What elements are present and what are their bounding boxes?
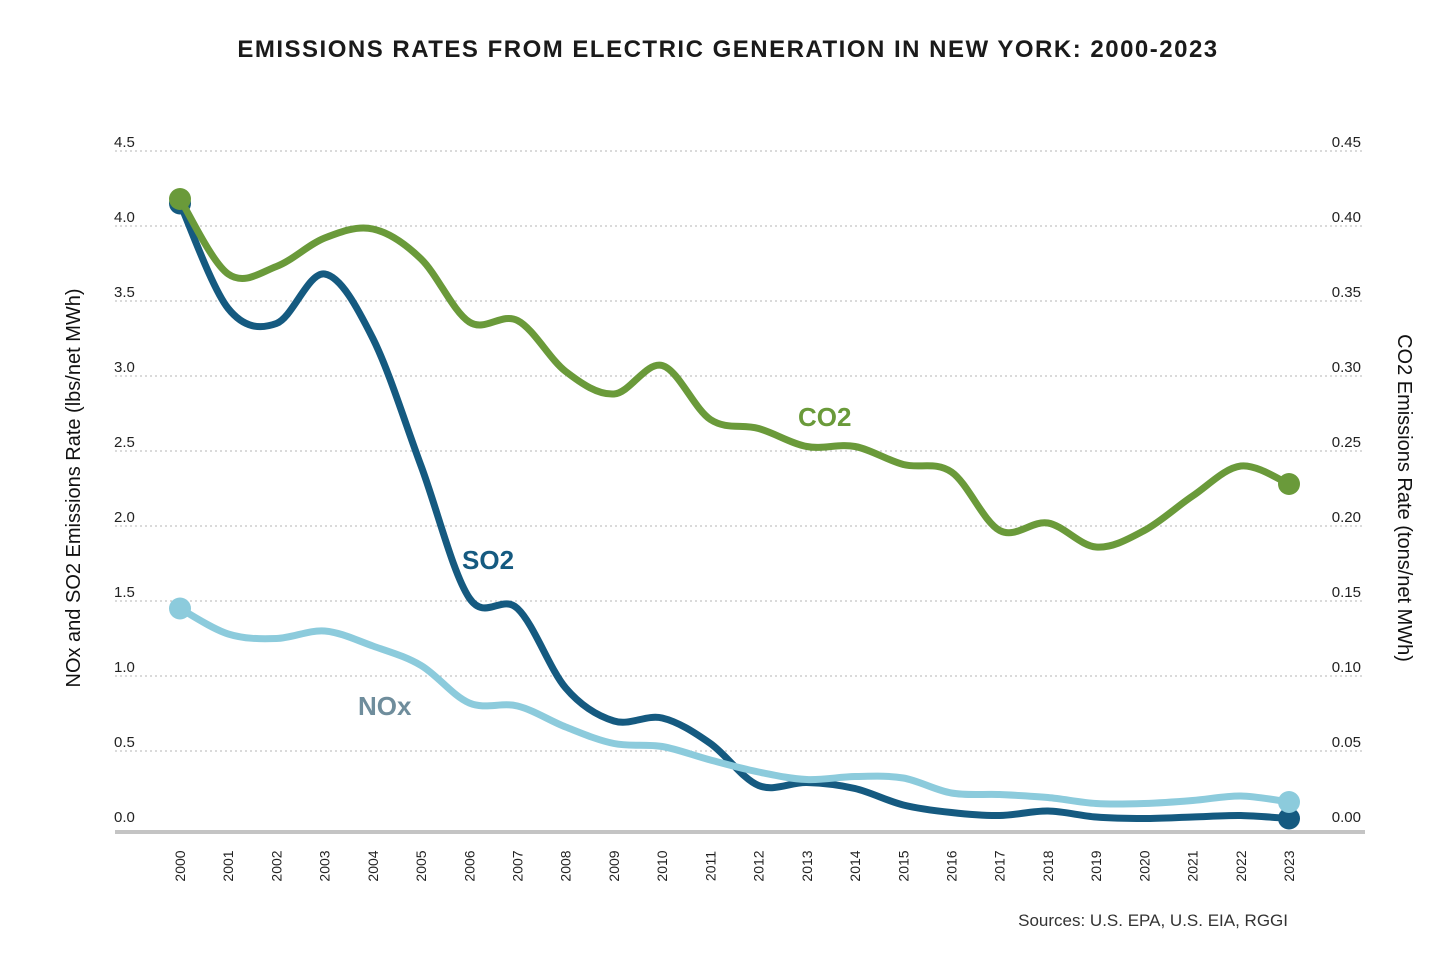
x-tick-label: 2020 xyxy=(1136,850,1152,881)
left-tick-label: 0.5 xyxy=(114,734,135,751)
so2-series-label: SO2 xyxy=(462,545,514,575)
so2-point xyxy=(1278,807,1300,830)
x-tick-label: 2023 xyxy=(1281,850,1297,881)
left-tick-label: 2.0 xyxy=(114,509,135,526)
nox-series-label: NOx xyxy=(358,691,412,721)
x-tick-label: 2011 xyxy=(702,851,718,881)
x-tick-label: 2016 xyxy=(943,850,959,881)
right-tick-label: 0.30 xyxy=(1332,359,1361,376)
series-layer xyxy=(169,188,1300,830)
right-tick-label: 0.25 xyxy=(1332,434,1361,451)
x-tick-label: 2021 xyxy=(1185,850,1201,881)
x-tick-label: 2008 xyxy=(558,850,574,881)
co2-point xyxy=(169,188,191,210)
x-tick-label: 2015 xyxy=(895,850,911,881)
left-tick-label: 1.5 xyxy=(114,584,135,601)
x-tick-label: 2022 xyxy=(1233,850,1249,881)
left-tick-label: 2.5 xyxy=(114,434,135,451)
co2-point xyxy=(1278,473,1300,495)
left-tick-label: 3.5 xyxy=(114,284,135,301)
right-tick-label: 0.20 xyxy=(1332,509,1361,526)
left-tick-label: 0.0 xyxy=(114,809,135,826)
left-tick-label: 1.0 xyxy=(114,659,135,676)
x-tick-label: 2019 xyxy=(1088,850,1104,881)
left-tick-label: 4.0 xyxy=(114,209,135,226)
so2-series-line xyxy=(176,200,1293,822)
source-note: Sources: U.S. EPA, U.S. EIA, RGGI xyxy=(1018,911,1288,930)
nox-point xyxy=(169,597,191,620)
right-tick-label: 0.45 xyxy=(1332,134,1361,151)
x-tick-label: 2007 xyxy=(510,850,526,881)
x-tick-label: 2000 xyxy=(172,850,188,881)
x-axis-ticks: 2000 2001 2002 2003 2004 2005 2006 2007 2008 2009… xyxy=(172,850,1297,881)
right-tick-label: 0.15 xyxy=(1332,584,1361,601)
right-axis-ticks: 0.00 0.05 0.10 0.15 0.20 0.25 0.30 0.35 0.40 0.45 xyxy=(1332,134,1361,826)
x-tick-label: 2004 xyxy=(365,850,381,881)
nox-series-line xyxy=(176,605,1293,808)
x-tick-label: 2009 xyxy=(606,850,622,881)
left-axis-label: NOx and SO2 Emissions Rate (lbs/net MWh) xyxy=(63,288,85,687)
right-tick-label: 0.10 xyxy=(1332,659,1361,676)
right-axis-label: CO2 Emissions Rate (tons/net MWh) xyxy=(1393,334,1415,662)
x-tick-label: 2001 xyxy=(220,850,236,881)
x-tick-label: 2006 xyxy=(461,850,477,881)
right-tick-label: 0.35 xyxy=(1332,284,1361,301)
x-tick-label: 2018 xyxy=(1040,850,1056,881)
x-tick-label: 2013 xyxy=(799,850,815,881)
x-tick-label: 2002 xyxy=(268,850,284,881)
left-tick-label: 3.0 xyxy=(114,359,135,376)
left-axis-ticks: 0.0 0.5 1.0 1.5 2.0 2.5 3.0 3.5 4.0 4.5 xyxy=(114,134,135,826)
right-tick-label: 0.40 xyxy=(1332,209,1361,226)
left-tick-label: 4.5 xyxy=(114,134,135,151)
x-tick-label: 2005 xyxy=(413,850,429,881)
x-tick-label: 2014 xyxy=(847,850,863,881)
co2-series-label: CO2 xyxy=(798,402,851,432)
x-tick-label: 2017 xyxy=(992,850,1008,881)
grid-layer xyxy=(115,150,1365,752)
right-tick-label: 0.00 xyxy=(1332,809,1361,826)
chart-title: EMISSIONS RATES FROM ELECTRIC GENERATION… xyxy=(237,36,1218,63)
right-tick-label: 0.05 xyxy=(1332,734,1361,751)
x-tick-label: 2012 xyxy=(751,850,767,881)
x-tick-label: 2010 xyxy=(654,850,670,881)
co2-series-line xyxy=(176,195,1293,551)
x-tick-label: 2003 xyxy=(317,850,333,881)
nox-point xyxy=(1278,791,1300,813)
